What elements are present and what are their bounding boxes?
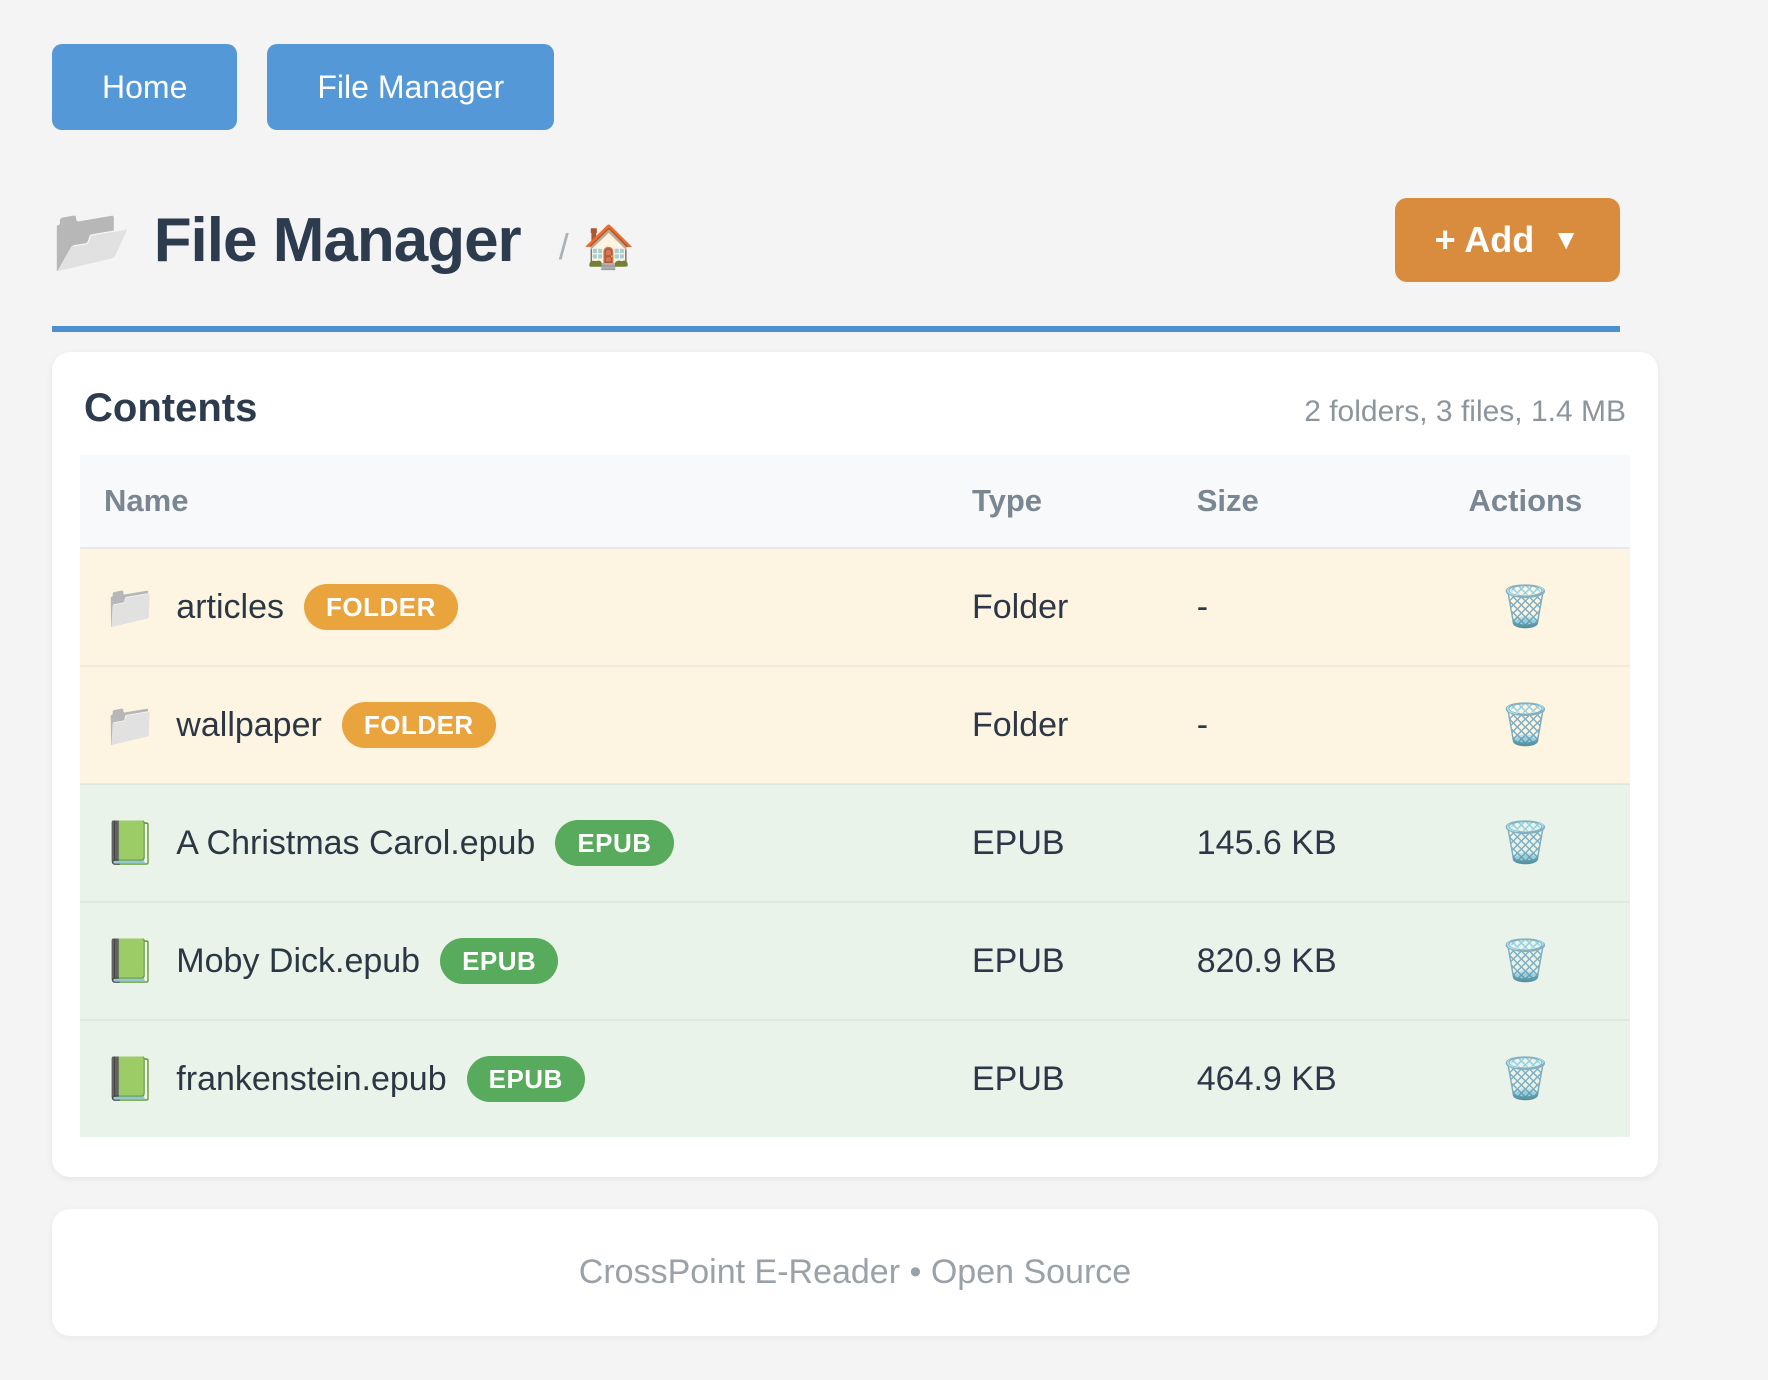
trash-icon: 🗑️ (1500, 585, 1551, 629)
delete-button[interactable]: 🗑️ (1490, 1055, 1560, 1103)
column-header-size: Size (1172, 455, 1421, 549)
file-name-link[interactable]: frankenstein.epub (176, 1059, 447, 1098)
trash-icon: 🗑️ (1500, 1057, 1551, 1101)
contents-title: Contents (84, 386, 258, 430)
size-cell: 145.6 KB (1172, 783, 1421, 902)
table-row[interactable]: 📁 articles FOLDER Folder - 🗑️ (80, 548, 1630, 666)
trash-icon: 🗑️ (1500, 939, 1551, 983)
breadcrumb-separator: / (558, 226, 569, 267)
table-row[interactable]: 📗 Moby Dick.epub EPUB EPUB 820.9 KB 🗑️ (80, 901, 1630, 1020)
type-cell: Folder (948, 665, 1173, 784)
type-badge: FOLDER (304, 584, 458, 630)
trash-icon: 🗑️ (1500, 821, 1551, 865)
type-cell: EPUB (948, 783, 1173, 902)
type-badge: EPUB (440, 938, 559, 984)
file-type-icon: 📗 (104, 1055, 157, 1102)
type-badge: FOLDER (341, 702, 496, 748)
file-type-icon: 📗 (104, 937, 157, 984)
type-cell: EPUB (948, 901, 1173, 1020)
nav-home-button[interactable]: Home (52, 44, 238, 130)
add-button[interactable]: + Add ▼ (1394, 198, 1620, 282)
table-row[interactable]: 📗 frankenstein.epub EPUB EPUB 464.9 KB 🗑… (80, 1019, 1630, 1137)
breadcrumb-home-icon[interactable]: 🏠 (582, 223, 635, 270)
type-badge: EPUB (555, 820, 674, 866)
page: Home File Manager 📂 File Manager / 🏠 + A… (52, 44, 1658, 1336)
column-header-name: Name (80, 455, 948, 549)
table-header-row: Name Type Size Actions (80, 455, 1630, 549)
footer-text: CrossPoint E-Reader • Open Source (578, 1253, 1132, 1291)
top-nav: Home File Manager (52, 44, 1620, 130)
type-cell: Folder (972, 587, 1069, 626)
column-header-type: Type (948, 455, 1173, 549)
file-table: Name Type Size Actions 📁 articles FOLDER… (80, 455, 1630, 1137)
type-badge: EPUB (466, 1056, 585, 1102)
type-cell: EPUB (948, 1019, 1173, 1137)
file-name-link[interactable]: wallpaper (176, 705, 322, 744)
table-body: 📁 articles FOLDER Folder - 🗑️ 📁 wallpape… (80, 548, 1630, 1137)
size-cell: - (1196, 587, 1209, 626)
contents-summary: 2 folders, 3 files, 1.4 MB (1304, 395, 1626, 428)
contents-card: Contents 2 folders, 3 files, 1.4 MB Name… (52, 352, 1658, 1177)
chevron-down-icon: ▼ (1552, 224, 1580, 255)
breadcrumb: / 🏠 (559, 226, 635, 268)
add-button-label: + Add (1434, 219, 1535, 260)
trash-icon: 🗑️ (1500, 703, 1551, 747)
footer: CrossPoint E-Reader • Open Source (52, 1209, 1658, 1336)
size-cell: 464.9 KB (1172, 1019, 1421, 1137)
file-name-link[interactable]: Moby Dick.epub (176, 941, 421, 980)
header-divider (52, 326, 1620, 332)
delete-button[interactable]: 🗑️ (1490, 701, 1560, 749)
file-type-icon: 📁 (104, 701, 157, 748)
page-header: 📂 File Manager / 🏠 + Add ▼ (52, 198, 1620, 282)
table-row[interactable]: 📁 wallpaper FOLDER Folder - 🗑️ (80, 665, 1630, 784)
file-type-icon: 📗 (104, 819, 157, 866)
delete-button[interactable]: 🗑️ (1490, 819, 1560, 867)
folder-icon: 📂 (52, 204, 132, 276)
delete-button[interactable]: 🗑️ (1490, 583, 1560, 631)
file-type-icon: 📁 (104, 583, 157, 630)
file-name-link[interactable]: articles (176, 587, 284, 626)
file-name-link[interactable]: A Christmas Carol.epub (176, 823, 536, 862)
nav-file-manager-button[interactable]: File Manager (267, 44, 555, 130)
delete-button[interactable]: 🗑️ (1490, 937, 1560, 985)
page-title: File Manager (153, 205, 522, 275)
table-row[interactable]: 📗 A Christmas Carol.epub EPUB EPUB 145.6… (80, 783, 1630, 902)
size-cell: 820.9 KB (1172, 901, 1421, 1020)
size-cell: - (1172, 665, 1421, 784)
column-header-actions: Actions (1420, 455, 1630, 549)
